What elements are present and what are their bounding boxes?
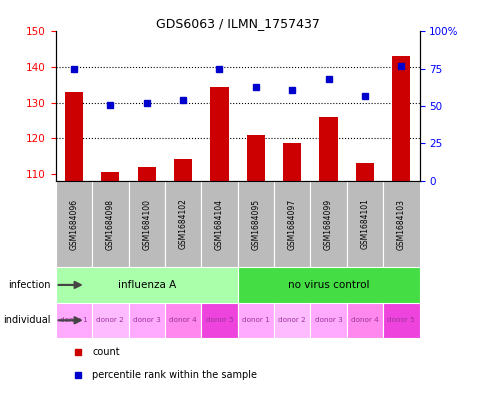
- Bar: [273, 181, 310, 267]
- Bar: [92, 181, 128, 267]
- Bar: [128, 181, 165, 267]
- Bar: [174, 160, 192, 181]
- Text: GSM1684104: GSM1684104: [214, 198, 224, 250]
- Bar: [128, 303, 165, 338]
- Text: GSM1684099: GSM1684099: [323, 198, 333, 250]
- Title: GDS6063 / ILMN_1757437: GDS6063 / ILMN_1757437: [155, 17, 319, 30]
- Bar: [237, 303, 273, 338]
- Text: GSM1684100: GSM1684100: [142, 198, 151, 250]
- Text: donor 5: donor 5: [205, 317, 233, 323]
- Bar: [392, 56, 409, 181]
- Text: donor 4: donor 4: [350, 317, 378, 323]
- Bar: [101, 172, 119, 181]
- Bar: [201, 303, 237, 338]
- Text: GSM1684102: GSM1684102: [178, 198, 187, 250]
- Text: GSM1684096: GSM1684096: [69, 198, 78, 250]
- Bar: [310, 181, 346, 267]
- Text: GSM1684098: GSM1684098: [106, 198, 115, 250]
- Bar: [56, 303, 92, 338]
- Bar: [137, 167, 155, 181]
- Text: individual: individual: [3, 315, 51, 325]
- Bar: [56, 267, 237, 303]
- Bar: [56, 181, 92, 267]
- Bar: [237, 267, 419, 303]
- Bar: [210, 86, 228, 181]
- Bar: [283, 143, 301, 181]
- Bar: [382, 303, 419, 338]
- Bar: [273, 303, 310, 338]
- Text: influenza A: influenza A: [117, 280, 176, 290]
- Bar: [346, 303, 382, 338]
- Bar: [165, 303, 201, 338]
- Text: GSM1684095: GSM1684095: [251, 198, 260, 250]
- Text: GSM1684101: GSM1684101: [360, 198, 369, 250]
- Text: donor 4: donor 4: [169, 317, 197, 323]
- Bar: [355, 163, 373, 181]
- Bar: [246, 134, 264, 181]
- Text: donor 3: donor 3: [133, 317, 160, 323]
- Text: GSM1684097: GSM1684097: [287, 198, 296, 250]
- Text: donor 2: donor 2: [96, 317, 124, 323]
- Text: donor 3: donor 3: [314, 317, 342, 323]
- Bar: [237, 181, 273, 267]
- Text: donor 1: donor 1: [60, 317, 88, 323]
- Text: donor 5: donor 5: [387, 317, 414, 323]
- Text: donor 2: donor 2: [278, 317, 305, 323]
- Bar: [65, 92, 83, 181]
- Bar: [382, 181, 419, 267]
- Text: donor 1: donor 1: [242, 317, 269, 323]
- Text: percentile rank within the sample: percentile rank within the sample: [92, 370, 257, 380]
- Bar: [310, 303, 346, 338]
- Bar: [201, 181, 237, 267]
- Text: GSM1684103: GSM1684103: [396, 198, 405, 250]
- Text: count: count: [92, 347, 120, 357]
- Bar: [165, 181, 201, 267]
- Bar: [319, 117, 337, 181]
- Text: infection: infection: [8, 280, 51, 290]
- Text: no virus control: no virus control: [287, 280, 369, 290]
- Bar: [92, 303, 128, 338]
- Bar: [346, 181, 382, 267]
